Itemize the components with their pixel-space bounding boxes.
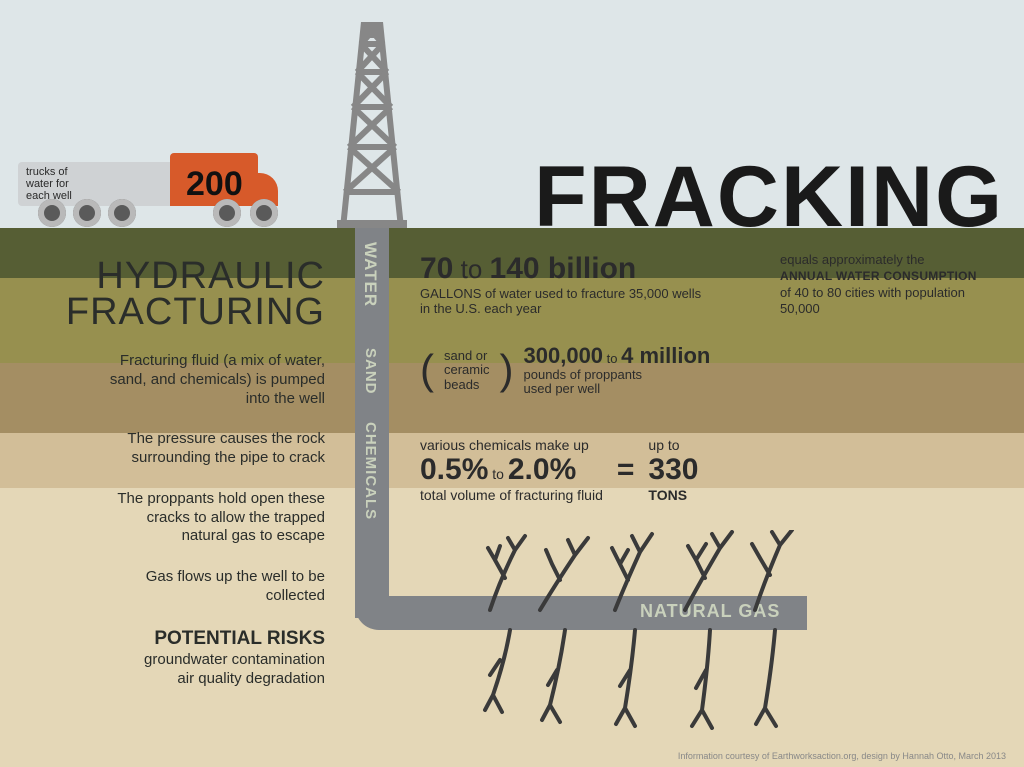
pipe-label-chemicals: CHEMICALS — [362, 422, 379, 520]
proppant-type: sand or ceramic beads — [444, 349, 490, 392]
process-step: Gas flows up the well to be collected — [25, 568, 325, 606]
stat-water-sub: GALLONS of water used to fracture 35,000… — [420, 286, 710, 316]
equals-sign: = — [617, 453, 635, 487]
wheel-icon — [250, 199, 278, 227]
risks-heading: POTENTIAL RISKS — [25, 628, 325, 650]
pipe-label-water: WATER — [360, 242, 380, 307]
right-column: 70 to 140 billion GALLONS of water used … — [420, 252, 1000, 503]
stat-chemicals-tons: up to 330 TONS — [648, 437, 698, 503]
stat-chemicals-pct: various chemicals make up 0.5% to 2.0% t… — [420, 437, 603, 503]
risk-item: groundwater contamination — [25, 650, 325, 670]
stat-water: 70 to 140 billion GALLONS of water used … — [420, 252, 1000, 316]
wheel-icon — [38, 199, 66, 227]
wheel-icon — [108, 199, 136, 227]
truck-icon: trucks ofwater foreach well 200 — [18, 153, 298, 228]
pipe-label-sand: SAND — [362, 348, 379, 395]
paren-left: ( — [420, 346, 434, 394]
stat-water-compare: equals approximately the ANNUAL WATER CO… — [780, 252, 990, 317]
credit-text: Information courtesy of Earthworksaction… — [678, 751, 1006, 761]
main-title: FRACKING — [534, 148, 1004, 247]
stat-proppants-value: 300,000 to 4 million pounds of proppants… — [524, 344, 711, 397]
process-step: The pressure causes the rock surrounding… — [25, 430, 325, 468]
infographic-canvas: FRACKING trucks ofwater foreach well 200… — [0, 0, 1024, 767]
wheel-icon — [213, 199, 241, 227]
left-heading: HYDRAULICFRACTURING — [25, 258, 325, 330]
stat-proppants: ( sand or ceramic beads ) 300,000 to 4 m… — [420, 344, 1000, 397]
stat-chemicals: various chemicals make up 0.5% to 2.0% t… — [420, 437, 1000, 503]
derrick-icon — [335, 22, 409, 228]
risk-item: air quality degradation — [25, 669, 325, 689]
process-step: The proppants hold open these cracks to … — [25, 490, 325, 546]
fracture-cracks-icon — [460, 530, 880, 730]
truck-tank: trucks ofwater foreach well — [18, 162, 188, 206]
wheel-icon — [73, 199, 101, 227]
process-step: Fracturing fluid (a mix of water, sand, … — [25, 352, 325, 408]
truck-number: 200 — [186, 165, 243, 204]
truck-label: trucks ofwater foreach well — [26, 166, 72, 202]
left-column: HYDRAULICFRACTURING Fracturing fluid (a … — [25, 258, 325, 689]
paren-right: ) — [500, 346, 514, 394]
